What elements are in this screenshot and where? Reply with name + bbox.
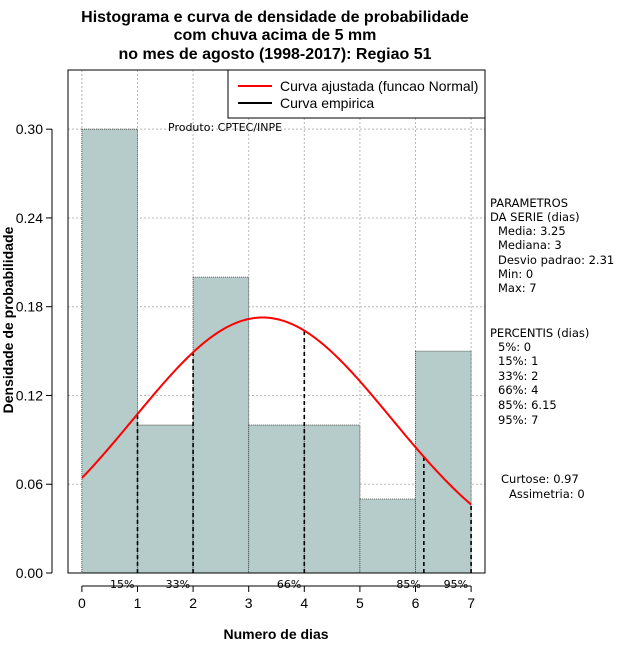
histogram-bar-5 [359, 498, 416, 574]
histogram-bar-2 [192, 276, 250, 574]
params-title-1: PARAMETROS [490, 196, 568, 210]
param-media: Media: 3.25 [498, 224, 566, 238]
percentil-5: 5%: 0 [498, 340, 531, 354]
y-tick-label-0: 0.00 [16, 565, 43, 581]
percentil-33: 33%: 2 [498, 369, 538, 383]
histogram-bar-6 [415, 350, 472, 574]
percentis-title: PERCENTIS (dias) [490, 326, 589, 340]
chart-title-line-2: com chuva acima de 5 mm [174, 27, 377, 44]
x-tick-label-3: 3 [245, 595, 253, 611]
percentil-85: 85%: 6.15 [498, 398, 557, 412]
curtose-value: Curtose: 0.97 [501, 472, 579, 486]
x-tick-label-1: 1 [134, 595, 142, 611]
histogram-bar-4 [303, 424, 361, 574]
x-tick-label-7: 7 [467, 595, 475, 611]
legend-label-empirical: Curva empirica [280, 95, 374, 111]
x-tick-label-2: 2 [189, 595, 197, 611]
normal-curve [81, 316, 472, 506]
series-parameters-panel: PARAMETROS DA SERIE (dias) Media: 3.25 M… [490, 196, 614, 501]
histogram-bars [81, 128, 472, 574]
percentile-lines: 15% 33% 66% 85% 95% [110, 330, 472, 591]
x-tick-label-0: 0 [78, 595, 86, 611]
percentile-label-4: 95% [444, 578, 468, 591]
percentile-label-3: 85% [396, 578, 420, 591]
chart-title-line-3: no mes de agosto (1998-2017): Regiao 51 [119, 46, 432, 63]
histogram-bar-0 [81, 128, 138, 574]
params-title-2: DA SERIE (dias) [490, 210, 580, 224]
y-tick-label-4: 0.24 [16, 210, 43, 226]
legend-box [227, 69, 486, 119]
y-axis-label: Densidade de probabilidade [0, 226, 16, 413]
x-tick-label-4: 4 [300, 595, 308, 611]
percentile-label-1: 33% [166, 578, 190, 591]
percentile-label-2: 66% [277, 578, 301, 591]
param-max: Max: 7 [498, 281, 537, 295]
y-tick-label-1: 0.06 [16, 476, 43, 492]
chart-title-line-1: Histograma e curva de densidade de proba… [81, 9, 469, 26]
param-desvio: Desvio padrao: 2.31 [498, 253, 614, 267]
normal-curve-group [81, 316, 472, 506]
y-tick-label-2: 0.12 [16, 387, 43, 403]
axes: 0.00 0.06 0.12 0.18 0.24 0.30 0 1 2 3 4 5 6 7 [16, 121, 475, 611]
x-axis-label: Numero de dias [223, 626, 328, 642]
x-tick-label-5: 5 [356, 595, 364, 611]
histogram-bar-1 [137, 424, 194, 574]
histogram-bar-3 [248, 424, 305, 574]
legend-label-normal: Curva ajustada (funcao Normal) [280, 78, 478, 94]
product-annotation: Produto: CPTEC/INPE [168, 121, 282, 134]
y-tick-label-5: 0.30 [16, 121, 43, 137]
percentile-label-0: 15% [110, 578, 134, 591]
assimetria-value: Assimetria: 0 [509, 487, 585, 501]
percentil-15: 15%: 1 [498, 354, 538, 368]
legend: Curva ajustada (funcao Normal) Curva emp… [227, 69, 486, 119]
y-tick-label-3: 0.18 [16, 299, 43, 315]
param-mediana: Mediana: 3 [498, 238, 562, 252]
percentil-95: 95%: 7 [498, 413, 538, 427]
x-tick-label-6: 6 [412, 595, 420, 611]
param-min: Min: 0 [498, 267, 533, 281]
percentil-66: 66%: 4 [498, 383, 538, 397]
